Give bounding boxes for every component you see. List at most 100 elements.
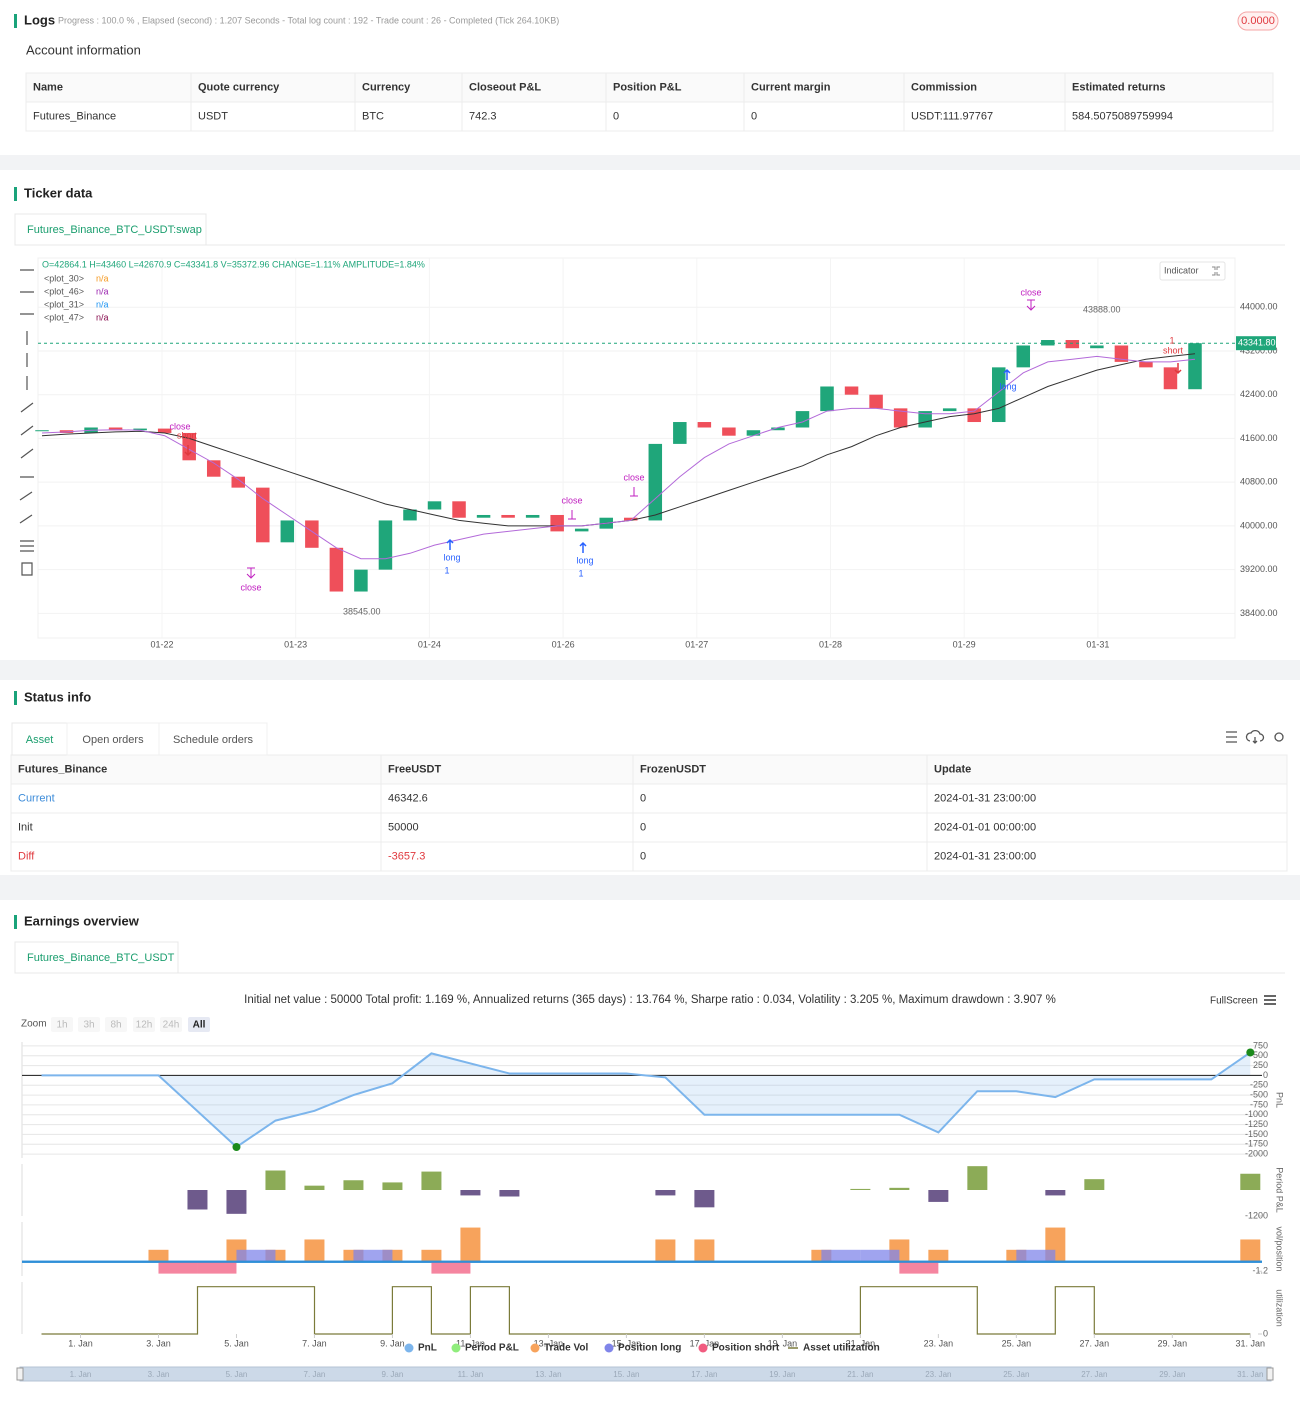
tab[interactable] (11, 722, 68, 756)
bar (187, 1190, 208, 1210)
signal-arrows (446, 368, 1011, 553)
navigator-label: 7. Jan (304, 1370, 326, 1379)
zoom-button-label[interactable]: 24h (163, 1020, 180, 1031)
candle (624, 517, 638, 521)
last-price-label: 43341.80 (1238, 338, 1276, 348)
bar (499, 1190, 520, 1197)
legend-label[interactable]: Position long (618, 1343, 681, 1354)
zoom-button[interactable] (160, 1017, 182, 1032)
candle (771, 427, 785, 431)
candle (746, 430, 761, 436)
legend-symbol (404, 1343, 414, 1353)
table-cell: 2024-01-31 23:00:00 (934, 792, 1036, 804)
annotation: short (177, 430, 198, 440)
legend-label[interactable]: Trade Vol (544, 1343, 588, 1354)
table-cell: 0 (751, 110, 757, 122)
x-tick-label: 3. Jan (146, 1338, 171, 1348)
annotation: short (1163, 345, 1184, 355)
tab-label[interactable]: Open orders (82, 734, 144, 746)
annotation: close (623, 472, 644, 482)
menu-icon[interactable] (1264, 995, 1276, 1005)
bar (431, 1261, 471, 1274)
candle (1016, 345, 1031, 368)
navigator-handle[interactable] (16, 1367, 24, 1381)
candle (403, 509, 417, 521)
legend-label[interactable]: Position short (712, 1343, 780, 1354)
legend-value: n/a (96, 312, 109, 322)
tab[interactable] (14, 213, 207, 246)
tab[interactable] (66, 722, 160, 756)
zoom-button[interactable] (105, 1017, 127, 1032)
annotation: 1 (444, 565, 449, 575)
annotation: close (1020, 287, 1041, 297)
zoom-label: Zoom (21, 1019, 47, 1030)
bar (343, 1180, 364, 1190)
expand-icon[interactable] (1212, 266, 1220, 276)
zoom-button-label[interactable]: 1h (56, 1020, 67, 1031)
candle (795, 411, 810, 428)
candle (1065, 340, 1080, 349)
candle (722, 427, 736, 436)
bar (1084, 1179, 1105, 1190)
zoom-button[interactable] (133, 1017, 155, 1032)
tab-label[interactable]: Futures_Binance_BTC_USDT (27, 952, 175, 964)
earnings-card (0, 900, 1300, 1403)
tab[interactable] (158, 722, 268, 756)
tab-label[interactable]: Asset (26, 734, 54, 746)
indicator-label[interactable]: Indicator (1164, 265, 1199, 275)
indicator-button[interactable] (1159, 261, 1226, 281)
badge-text: 0.0000 (1241, 15, 1275, 27)
table-cell: -3657.3 (388, 850, 425, 862)
zoom-button-label[interactable]: 12h (136, 1020, 153, 1031)
list-icon[interactable] (1226, 731, 1237, 743)
table-cell: BTC (362, 110, 384, 122)
zoom-button[interactable] (51, 1017, 73, 1032)
navigator-label: 31. Jan (1237, 1370, 1263, 1379)
tab[interactable] (14, 941, 179, 974)
candle (256, 487, 270, 543)
zoom-button[interactable] (188, 1017, 210, 1032)
table-header: Update (934, 763, 971, 775)
y-axis-title: Period P&L (1275, 1167, 1285, 1213)
section-title: Ticker data (24, 185, 93, 200)
bar (265, 1170, 286, 1190)
zoom-button-label[interactable]: All (193, 1020, 206, 1031)
navigator-label: 13. Jan (535, 1370, 561, 1379)
y-tick-label: 42400.00 (1240, 389, 1278, 399)
bar (158, 1261, 198, 1274)
table-icons[interactable] (1226, 729, 1284, 744)
candle (1139, 361, 1153, 368)
legend-label[interactable]: Asset utilization (803, 1343, 880, 1354)
navigator-handle[interactable] (1266, 1367, 1274, 1381)
bar (899, 1261, 939, 1274)
zoom-button[interactable] (78, 1017, 100, 1032)
table-header: Commission (911, 81, 977, 93)
tab-label[interactable]: Schedule orders (173, 734, 254, 746)
tab-label[interactable]: Futures_Binance_BTC_USDT:swap (27, 224, 202, 236)
legend-label[interactable]: PnL (418, 1343, 437, 1354)
bar (1240, 1239, 1261, 1262)
navigator-label: 23. Jan (925, 1370, 951, 1379)
candle (305, 520, 319, 548)
zoom-button-label[interactable]: 8h (110, 1020, 121, 1031)
fullscreen-button[interactable]: FullScreen (1210, 996, 1258, 1007)
toolbar-icons[interactable] (19, 269, 34, 576)
x-tick-label: 01-22 (150, 639, 173, 649)
download-icon[interactable] (1245, 729, 1265, 744)
bar (197, 1261, 237, 1274)
candle (378, 520, 393, 570)
navigator-label: 15. Jan (613, 1370, 639, 1379)
candle (501, 514, 515, 518)
legend-label[interactable]: Period P&L (465, 1343, 519, 1354)
zoom-button-label[interactable]: 3h (83, 1020, 94, 1031)
settings-icon[interactable] (1274, 732, 1284, 742)
x-tick-label: 19. Jan (768, 1338, 798, 1348)
y-tick-label: -1000 (1245, 1109, 1268, 1119)
ohlc-line: O=42864.1 H=43460 L=42670.9 C=43341.8 V=… (42, 259, 425, 269)
y-tick-label: 500 (1253, 1050, 1268, 1060)
section-marker (14, 187, 17, 201)
table-cell: Futures_Binance (33, 110, 116, 122)
section-marker (14, 915, 17, 929)
